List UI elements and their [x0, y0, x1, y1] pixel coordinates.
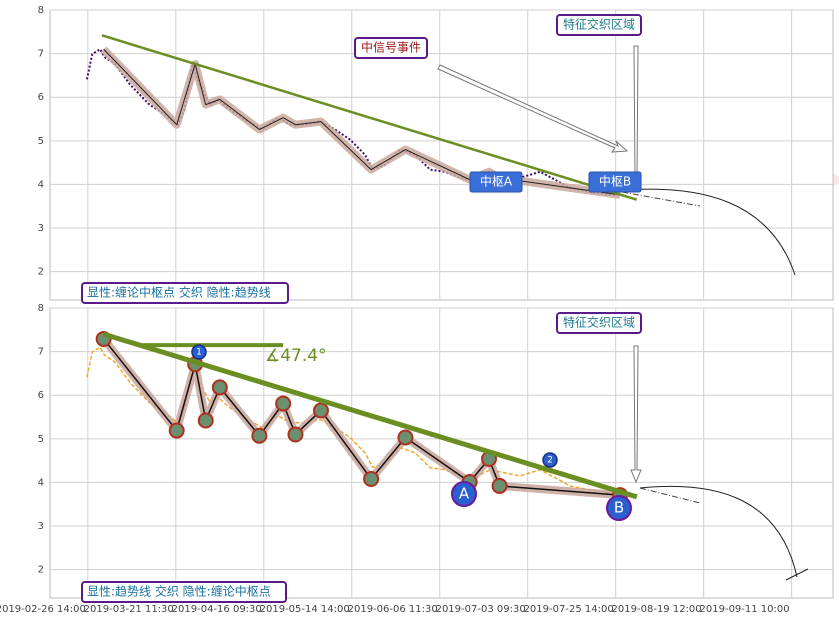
vertex-marker [211, 379, 228, 396]
y-tick-label: 8 [38, 5, 44, 16]
vertex-marker [275, 395, 292, 412]
projection [621, 191, 701, 504]
angle-label: ∡47.4° [265, 346, 327, 366]
vertex-marker [251, 427, 268, 444]
y-tick-label: 6 [38, 92, 44, 103]
vertex-marker [312, 402, 329, 419]
y-tick-label: 3 [38, 223, 44, 234]
projection-curve [624, 188, 809, 581]
vertex-marker [363, 470, 380, 487]
annotation: 特征交织区域 [563, 315, 635, 330]
vertex-marker [197, 412, 214, 429]
y-tick-label: 4 [38, 477, 44, 488]
y-tick-label: 2 [38, 267, 44, 278]
x-tick-label: 2019-04-16 09:30 [172, 604, 262, 615]
x-tick-label: 2019-05-14 14:00 [260, 604, 350, 615]
annotation-box [354, 37, 428, 59]
vertex-marker [287, 426, 304, 443]
series-line [101, 34, 638, 201]
annotation: 中枢B [599, 174, 631, 189]
plot: 2 3 4 5 6 7 8 2 3 4 5 6 7 8 2019-02-26 14:002019-03-21… [0, 5, 834, 615]
y-tick-label: 7 [38, 347, 44, 358]
x-tick-label: 2019-02-26 14:00 [0, 604, 86, 615]
x-tick-label: 2019-07-25 14:00 [524, 604, 614, 615]
series-line [102, 331, 638, 500]
caption: 显性:趋势线 交织 隐性:缠论中枢点 [87, 584, 271, 599]
annotation: 中信号事件 [361, 40, 421, 55]
pivot-marker [451, 481, 477, 507]
badge [542, 452, 558, 468]
badge-label: 1 [196, 348, 202, 358]
annotation: 特征交织区域 [563, 17, 635, 32]
x-tick-label: 2019-06-06 11:30 [348, 604, 438, 615]
x-tick-label: 2019-07-03 09:30 [436, 604, 526, 615]
y-tick-label: 6 [38, 390, 44, 401]
caption-box [81, 282, 289, 304]
vertex-marker [491, 477, 508, 494]
y-tick-label: 5 [38, 434, 44, 445]
vertex-marker [397, 429, 414, 446]
y-tick-label: 7 [38, 49, 44, 60]
caption: 显性:缠论中枢点 交织 隐性:趋势线 [87, 285, 271, 300]
badge [191, 344, 207, 360]
arrow [630, 345, 642, 484]
annotation-box [556, 14, 642, 36]
arrow [437, 64, 629, 153]
badge-label: 2 [547, 456, 553, 466]
annotation: 中枢A [480, 174, 513, 189]
vertex-marker [168, 422, 185, 439]
x-tick-label: 2019-08-19 12:00 [612, 604, 702, 615]
overlay: 中信号事件 特征交织区域 中枢A 中枢B 显性:缠论中枢点 交织 隐性:趋势线 … [81, 14, 809, 603]
pivot-box [588, 171, 642, 193]
annotation-box [556, 312, 642, 334]
y-tick-label: 3 [38, 521, 44, 532]
y-tick-label: 5 [38, 136, 44, 147]
y-tick-label: 4 [38, 179, 44, 190]
x-tick-label: 2019-03-21 11:30 [84, 604, 174, 615]
caption-box [81, 581, 287, 603]
y-tick-label: 8 [38, 303, 44, 314]
pivot-label: A [459, 485, 470, 503]
pivot-box [469, 171, 523, 193]
pivot-marker [606, 495, 632, 521]
x-tick-label: 2019-09-11 10:00 [700, 604, 790, 615]
y-tick-label: 2 [38, 565, 44, 576]
pivot-label: B [614, 499, 624, 517]
